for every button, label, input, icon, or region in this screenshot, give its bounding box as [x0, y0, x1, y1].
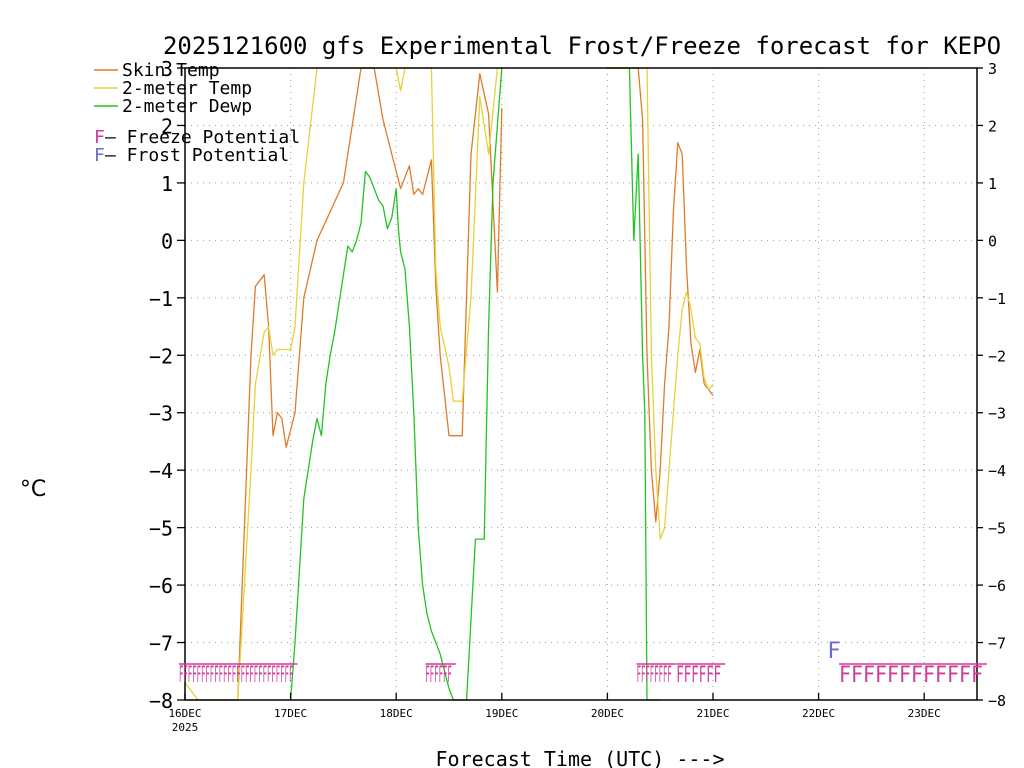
y-tick-label-right: 2: [988, 117, 997, 135]
y-tick-label-right: −3: [988, 405, 1006, 423]
chart-title: 2025121600 gfs Experimental Frost/Freeze…: [163, 32, 1001, 60]
potential-markers: FFFFFFFFFFFFFFFFFFFFFFFFFF FFFFFF FFFFFFFF…: [179, 639, 987, 688]
y-axis-label: °C: [20, 477, 46, 502]
x-tick-label: 16DEC: [168, 707, 201, 720]
y-tick-label-left: −3: [149, 402, 173, 426]
y-tick-label-left: 0: [161, 229, 173, 253]
potential-legend-symbol: F: [94, 145, 105, 166]
y-tick-label-right: −1: [988, 290, 1006, 308]
legend-label: 2-meter Temp: [122, 78, 252, 99]
y-tick-label-right: 1: [988, 175, 997, 193]
y-tick-label-right: −7: [988, 635, 1006, 653]
potential-legend-label: – Freeze Potential: [105, 127, 300, 148]
y-tick-label-right: 3: [988, 60, 997, 78]
legend-label: 2-meter Dewp: [122, 96, 252, 117]
potential-legend-symbol: F: [94, 127, 105, 148]
x-tick-label: 21DEC: [696, 707, 729, 720]
grid-lines: [185, 68, 977, 700]
x-tick-label: 23DEC: [908, 707, 941, 720]
y-tick-label-right: −8: [988, 692, 1006, 710]
x-tick-label: 22DEC: [802, 707, 835, 720]
y-tick-label-left: −6: [149, 574, 173, 598]
legend-label: Skin Temp: [122, 60, 220, 81]
y-tick-label-left: −4: [149, 459, 173, 483]
y-tick-label-left: −5: [149, 517, 173, 541]
x-axis-label: Forecast Time (UTC) --->: [436, 747, 725, 768]
y-tick-label-left: −8: [149, 689, 173, 713]
freeze-marker-group: FFFFFFFFFFFF: [839, 663, 983, 688]
y-tick-label-right: 0: [988, 232, 997, 250]
y-tick-label-left: 3: [161, 57, 173, 81]
freeze-marker-group: FFFFFFFFFFFFFFFFFFFFFFFFFF: [179, 663, 293, 688]
y-tick-label-left: −2: [149, 344, 173, 368]
freeze-marker-group: FFFFFF: [425, 663, 451, 688]
y-tick-label-left: 2: [161, 114, 173, 138]
y-tick-label-left: −7: [149, 632, 173, 656]
y-tick-label-right: −6: [988, 577, 1006, 595]
y-axis-left: −8 −7 −6 −5 −4 −3 −2 −1 0 1 2 3: [149, 57, 185, 713]
x-tick-label: 18DEC: [380, 707, 413, 720]
y-axis-right: −8 −7 −6 −5 −4 −3 −2 −1 0 1 2 3: [977, 60, 1006, 710]
x-tick-label: 17DEC: [274, 707, 307, 720]
plot-frame: [184, 67, 978, 701]
y-tick-label-right: −5: [988, 520, 1006, 538]
freeze-marker-group: FFFFFFFF: [637, 663, 672, 688]
frost-marker: F: [827, 639, 840, 664]
x-tick-label: 20DEC: [591, 707, 624, 720]
x-tick-sublabel: 2025: [172, 721, 199, 734]
y-tick-label-right: −2: [988, 347, 1006, 365]
freeze-marker-group: FFFFFF: [676, 663, 721, 688]
y-tick-label-left: −1: [149, 287, 173, 311]
y-tick-label-left: 1: [161, 172, 173, 196]
series-line: [607, 67, 714, 540]
series-line: [607, 67, 714, 523]
potential-legend-label: – Frost Potential: [105, 145, 289, 166]
x-tick-label: 19DEC: [485, 707, 518, 720]
y-tick-label-right: −4: [988, 462, 1006, 480]
